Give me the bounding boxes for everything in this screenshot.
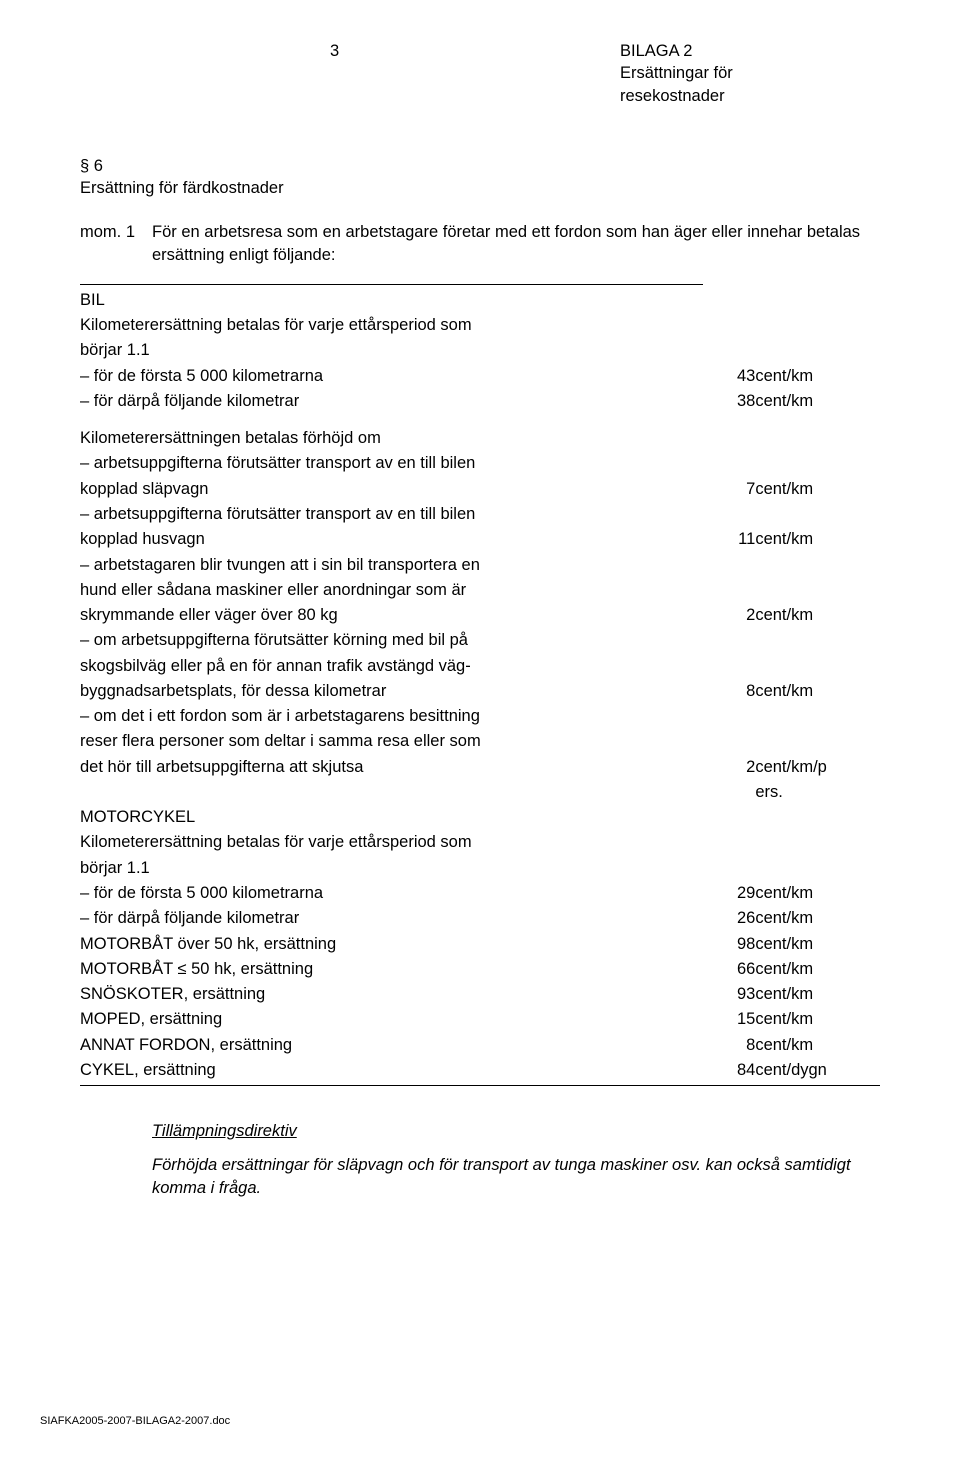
extra-dog1: – arbetstagaren blir tvungen att i sin b…	[80, 552, 703, 577]
extra-dog2: hund eller sådana maskiner eller anordni…	[80, 577, 703, 602]
extra-pass-unit1: cent/km/p	[755, 754, 880, 779]
moto-intro2: börjar 1.1	[80, 855, 703, 880]
extra-caravan-unit: cent/km	[755, 527, 880, 552]
extra-caravan2: kopplad husvagn	[80, 527, 703, 552]
bil-intro1: Kilometerersättning betalas för varje et…	[80, 313, 703, 338]
bil-after-unit: cent/km	[755, 388, 880, 413]
doc-filename: SIAFKA2005-2007-BILAGA2-2007.doc	[40, 1414, 230, 1429]
snow-unit: cent/km	[755, 982, 880, 1007]
moto-first5000: – för de första 5 000 kilometrarna	[80, 880, 703, 905]
extra-forest-val: 8	[703, 678, 755, 703]
bil-first5000: – för de första 5 000 kilometrarna	[80, 363, 703, 388]
moto-first5000-unit: cent/km	[755, 880, 880, 905]
bil-after-val: 38	[703, 388, 755, 413]
page-header: 3 BILAGA 2 Ersättningar för resekostnade…	[80, 40, 880, 107]
appendix-line2: Ersättningar för	[620, 62, 880, 84]
extra-trailer-unit: cent/km	[755, 476, 880, 501]
appendix-block: BILAGA 2 Ersättningar för resekostnader	[620, 40, 880, 107]
extra-dog-unit: cent/km	[755, 603, 880, 628]
section-6: § 6 Ersättning för färdkostnader	[80, 155, 880, 200]
extra-dog3: skrymmande eller väger över 80 kg	[80, 603, 703, 628]
extra-pass3: det hör till arbetsuppgifterna att skjut…	[80, 754, 703, 779]
motorboat-over-unit: cent/km	[755, 931, 880, 956]
moto-heading: MOTORCYKEL	[80, 805, 703, 830]
extra-trailer-val: 7	[703, 476, 755, 501]
bil-first5000-val: 43	[703, 363, 755, 388]
motorboat-under-unit: cent/km	[755, 956, 880, 981]
bil-heading: BIL	[80, 284, 703, 312]
extra-dog-val: 2	[703, 603, 755, 628]
moped-unit: cent/km	[755, 1007, 880, 1032]
extra-forest-unit: cent/km	[755, 678, 880, 703]
extra-caravan1: – arbetsuppgifterna förutsätter transpor…	[80, 501, 703, 526]
extra-trailer1: – arbetsuppgifterna förutsätter transpor…	[80, 451, 703, 476]
motorboat-over: MOTORBÅT över 50 hk, ersättning	[80, 931, 703, 956]
bil-after: – för därpå följande kilometrar	[80, 388, 703, 413]
directive-block: Tillämpningsdirektiv Förhöjda ersättning…	[152, 1120, 880, 1199]
extra-trailer2: kopplad släpvagn	[80, 476, 703, 501]
extra-pass-val: 2	[703, 754, 755, 779]
appendix-line3: resekostnader	[620, 85, 880, 107]
appendix-line1: BILAGA 2	[620, 40, 880, 62]
page: 3 BILAGA 2 Ersättningar för resekostnade…	[0, 0, 960, 1459]
cycle-unit: cent/dygn	[755, 1057, 880, 1085]
other-vehicle: ANNAT FORDON, ersättning	[80, 1032, 703, 1057]
motorboat-over-val: 98	[703, 931, 755, 956]
moto-intro1: Kilometerersättning betalas för varje et…	[80, 830, 703, 855]
cycle-val: 84	[703, 1057, 755, 1085]
mom-body: För en arbetsresa som en arbetstagare fö…	[152, 221, 880, 266]
section-title: Ersättning för färdkostnader	[80, 177, 880, 199]
motorboat-under-val: 66	[703, 956, 755, 981]
extra-forest2: skogsbilväg eller på en för annan trafik…	[80, 653, 703, 678]
cycle: CYKEL, ersättning	[80, 1057, 703, 1085]
mom-label: mom. 1	[80, 221, 152, 243]
other-vehicle-val: 8	[703, 1032, 755, 1057]
moto-first5000-val: 29	[703, 880, 755, 905]
extra-pass2: reser flera personer som deltar i samma …	[80, 729, 703, 754]
snow-val: 93	[703, 982, 755, 1007]
other-vehicle-unit: cent/km	[755, 1032, 880, 1057]
bil-intro2: börjar 1.1	[80, 338, 703, 363]
moto-after-val: 26	[703, 906, 755, 931]
motorboat-under: MOTORBÅT ≤ 50 hk, ersättning	[80, 956, 703, 981]
extra-pass-unit2: ers.	[755, 779, 880, 804]
moped: MOPED, ersättning	[80, 1007, 703, 1032]
snow: SNÖSKOTER, ersättning	[80, 982, 703, 1007]
section-number: § 6	[80, 155, 880, 177]
compensation-table: BIL Kilometerersättning betalas för varj…	[80, 284, 880, 1086]
directive-title: Tillämpningsdirektiv	[152, 1120, 880, 1142]
page-number: 3	[330, 40, 339, 62]
moto-after-unit: cent/km	[755, 906, 880, 931]
directive-body: Förhöjda ersättningar för släpvagn och f…	[152, 1154, 880, 1199]
moto-after: – för därpå följande kilometrar	[80, 906, 703, 931]
extra-forest3: byggnadsarbetsplats, för dessa kilometra…	[80, 678, 703, 703]
extra-forest1: – om arbetsuppgifterna förutsätter körni…	[80, 628, 703, 653]
extra-pass1: – om det i ett fordon som är i arbetstag…	[80, 704, 703, 729]
bil-first5000-unit: cent/km	[755, 363, 880, 388]
extra-caravan-val: 11	[703, 527, 755, 552]
mom-1: mom. 1 För en arbetsresa som en arbetsta…	[80, 221, 880, 266]
moped-val: 15	[703, 1007, 755, 1032]
extra-heading: Kilometerersättningen betalas förhöjd om	[80, 426, 703, 451]
